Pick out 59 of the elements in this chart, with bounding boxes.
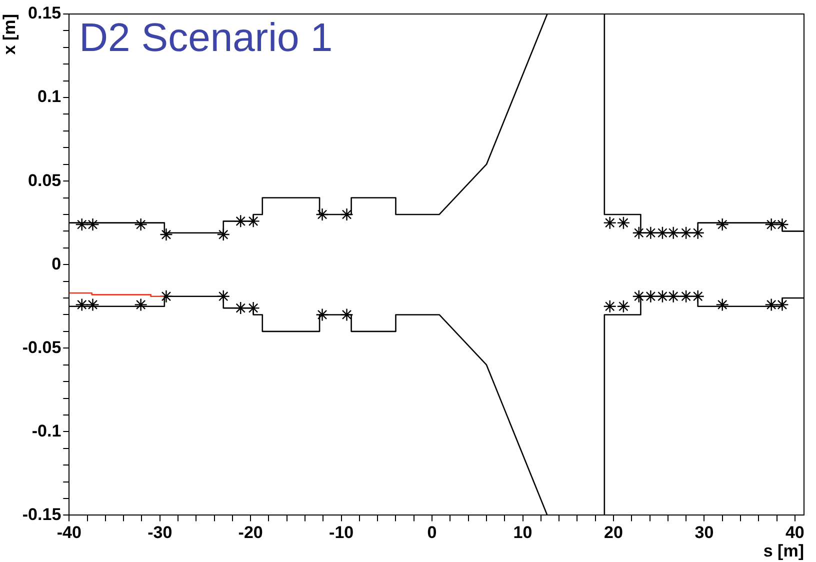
point (86, 218, 100, 232)
x-tick-label: 0 (427, 523, 437, 542)
point (316, 308, 329, 322)
point (234, 214, 248, 228)
point (616, 300, 630, 313)
point (246, 301, 260, 315)
point (679, 290, 693, 303)
x-tick-label: 40 (785, 523, 804, 542)
point (216, 228, 230, 242)
point (234, 301, 248, 315)
x-tick-label: 20 (604, 523, 623, 542)
x-tick-label: -30 (148, 523, 172, 542)
point (644, 290, 658, 303)
x-tick-label: -20 (238, 523, 263, 542)
point (656, 226, 670, 240)
point (691, 290, 704, 303)
point (75, 218, 88, 232)
point (666, 226, 680, 240)
point (86, 298, 100, 312)
point (666, 290, 680, 303)
x-axis-title: s [m] (763, 541, 804, 560)
point (160, 290, 173, 303)
point (776, 298, 789, 312)
point (776, 218, 789, 232)
point (716, 218, 729, 232)
x-tick-label: 10 (513, 523, 532, 542)
x-tick-label: 30 (694, 523, 714, 542)
chart-title: D2 Scenario 1 (79, 16, 333, 60)
point (679, 226, 693, 240)
x-tick-label: -10 (329, 523, 354, 542)
x-tick-label: -40 (56, 523, 82, 542)
point (316, 208, 329, 222)
point (764, 218, 778, 232)
point (603, 216, 616, 230)
point (340, 308, 354, 322)
point (75, 298, 88, 312)
point (632, 226, 646, 240)
point (716, 298, 729, 312)
y-axis-title: x [m] (0, 14, 19, 55)
point (134, 298, 148, 312)
y-tick-label: 0 (52, 254, 62, 274)
y-tick-label: -0.1 (32, 421, 62, 440)
point (764, 298, 778, 312)
point (134, 218, 148, 232)
point (656, 290, 670, 303)
point (632, 290, 646, 303)
y-tick-label: 0.15 (28, 4, 62, 23)
point (691, 226, 704, 240)
point (644, 226, 658, 240)
y-tick-label: 0.1 (38, 87, 62, 106)
point (216, 290, 230, 303)
point (616, 216, 630, 230)
y-tick-label: -0.15 (22, 504, 62, 524)
point (603, 300, 616, 313)
y-tick-label: 0.05 (28, 170, 62, 190)
point (160, 228, 173, 242)
y-tick-label: -0.05 (22, 338, 62, 357)
point (246, 214, 260, 228)
point (340, 208, 354, 222)
